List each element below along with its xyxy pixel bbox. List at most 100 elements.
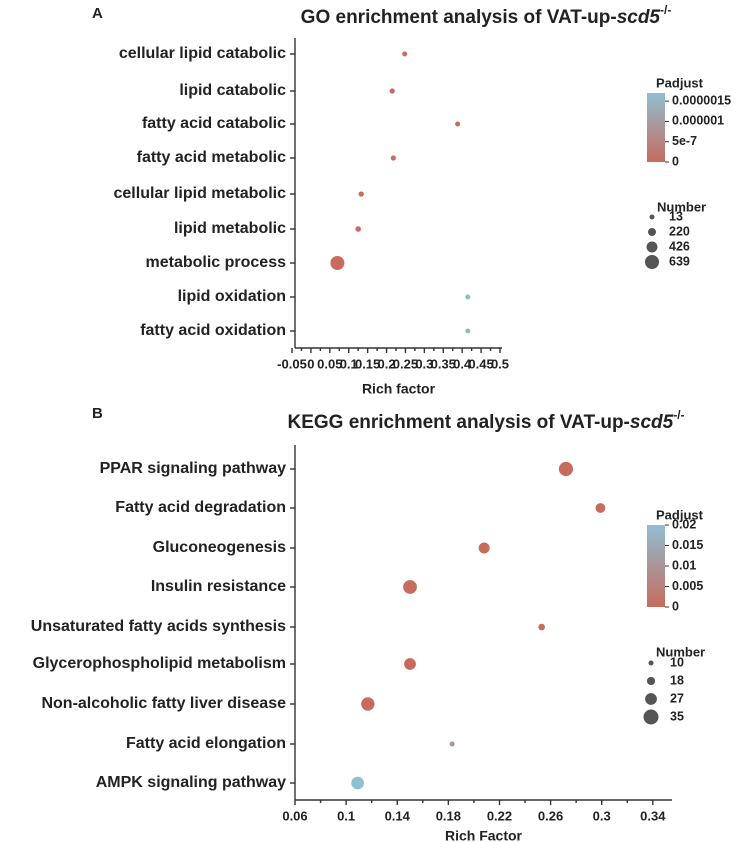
color-legend-label: 0.005	[672, 579, 703, 593]
category-label: Fatty acid elongation	[126, 735, 286, 752]
data-point	[361, 697, 375, 711]
x-tick-label: 0.25	[393, 356, 418, 371]
x-tick-label: 0	[307, 356, 314, 371]
data-point	[595, 503, 606, 513]
category-label: PPAR signaling pathway	[100, 460, 287, 477]
x-tick-label: 0.14	[385, 808, 411, 823]
size-legend-label: 220	[669, 224, 690, 238]
color-legend-label: 0.015	[672, 538, 703, 552]
size-legend-dot	[649, 214, 655, 220]
title-superscript: -/-	[673, 408, 684, 422]
x-tick-label: 0.3	[415, 356, 433, 371]
size-legend-title: Number	[657, 199, 706, 214]
chart-panel-b: B KEGG enrichment analysis of VAT-up-scd5…	[31, 405, 705, 842]
size-legend-label: 13	[669, 209, 683, 223]
color-legend-label: 5e-7	[672, 134, 697, 148]
size-legend-label: 27	[670, 691, 684, 705]
category-label: Gluconeogenesis	[153, 539, 286, 556]
category-label: cellular lipid metabolic	[114, 185, 287, 202]
category-label: AMPK signaling pathway	[96, 774, 286, 791]
color-legend-label: 0	[672, 599, 679, 613]
x-tick-label: 0.35	[431, 356, 456, 371]
data-point	[404, 658, 416, 670]
size-legend-label: 639	[669, 254, 690, 268]
size-legend-dot	[645, 255, 659, 269]
data-point	[465, 294, 471, 300]
data-point	[455, 121, 461, 127]
color-legend-label: 0.000001	[672, 114, 724, 128]
size-legend-label: 426	[669, 239, 690, 253]
x-tick-label: 0.15	[355, 356, 380, 371]
data-point	[465, 328, 471, 334]
size-legend-dot	[648, 660, 654, 666]
category-label: lipid catabolic	[179, 82, 286, 99]
color-legend-bar	[647, 93, 665, 162]
color-legend-label: 0.01	[672, 558, 696, 572]
data-point	[358, 191, 364, 197]
category-label: lipid oxidation	[178, 288, 286, 305]
title-main: GO enrichment analysis of VAT-up-	[301, 7, 617, 28]
data-point	[478, 542, 490, 554]
size-legend-dot	[646, 241, 658, 253]
x-tick-label: 0.34	[640, 808, 666, 823]
category-label: Insulin resistance	[151, 578, 286, 595]
data-point	[558, 461, 574, 477]
title-main: KEGG enrichment analysis of VAT-up-	[287, 412, 629, 433]
x-tick-label: 0.3	[593, 808, 611, 823]
data-point	[351, 776, 364, 790]
color-legend-label: 0	[672, 154, 679, 168]
x-tick-label: -0.05	[277, 356, 307, 371]
data-point	[403, 580, 417, 594]
panel-letter: B	[92, 405, 103, 422]
x-tick-label: 0.5	[491, 356, 509, 371]
category-label: metabolic process	[146, 254, 287, 271]
size-legend-dot	[646, 676, 656, 686]
size-legend-dot	[648, 228, 656, 236]
category-label: fatty acid metabolic	[137, 149, 286, 166]
size-legend-label: 35	[670, 709, 684, 723]
data-point	[389, 88, 395, 94]
title-italic: scd5	[617, 7, 661, 28]
color-legend-title: Padjust	[656, 75, 704, 90]
category-label: cellular lipid catabolic	[119, 45, 286, 62]
title-superscript: -/-	[660, 3, 671, 17]
category-label: lipid metabolic	[174, 220, 286, 237]
data-point	[402, 51, 408, 57]
panel-letter: A	[92, 5, 103, 22]
x-tick-label: 0.26	[538, 808, 563, 823]
category-label: Non-alcoholic fatty liver disease	[41, 695, 286, 712]
color-legend-title: Padjust	[656, 507, 704, 522]
x-tick-label: 0.4	[453, 356, 472, 371]
x-tick-label: 0.18	[436, 808, 461, 823]
size-legend-title: Number	[656, 644, 705, 659]
data-point	[538, 623, 545, 631]
color-legend-label: 0.02	[672, 517, 696, 531]
size-legend-dot	[645, 693, 657, 705]
x-axis-title: Rich factor	[362, 381, 436, 397]
category-label: fatty acid oxidation	[140, 322, 286, 339]
category-label: fatty acid catabolic	[142, 115, 286, 132]
x-tick-label: 0.05	[317, 356, 342, 371]
category-label: Fatty acid degradation	[115, 499, 286, 516]
x-tick-label: 0.22	[487, 808, 512, 823]
data-point	[390, 155, 396, 161]
data-point	[330, 256, 345, 270]
category-label: Glycerophospholipid metabolism	[33, 655, 286, 672]
x-tick-label: 0.1	[340, 356, 358, 371]
chart-title: KEGG enrichment analysis of VAT-up-scd5-…	[287, 408, 684, 433]
x-tick-label: 0.06	[282, 808, 307, 823]
size-legend-label: 10	[670, 655, 684, 669]
x-tick-label: 0.45	[468, 356, 493, 371]
title-italic: scd5	[630, 412, 674, 433]
category-label: Unsaturated fatty acids synthesis	[31, 618, 286, 635]
x-axis-title: Rich Factor	[445, 828, 523, 842]
x-tick-label: 0.2	[378, 356, 396, 371]
chart-title: GO enrichment analysis of VAT-up-scd5-/-	[301, 3, 672, 28]
data-point	[449, 741, 455, 747]
chart-panel-a: A GO enrichment analysis of VAT-up-scd5-/…	[92, 3, 731, 397]
data-point	[355, 226, 361, 232]
x-tick-label: 0.1	[337, 808, 355, 823]
size-legend-dot	[643, 709, 659, 725]
color-legend-label: 0.0000015	[672, 93, 731, 107]
